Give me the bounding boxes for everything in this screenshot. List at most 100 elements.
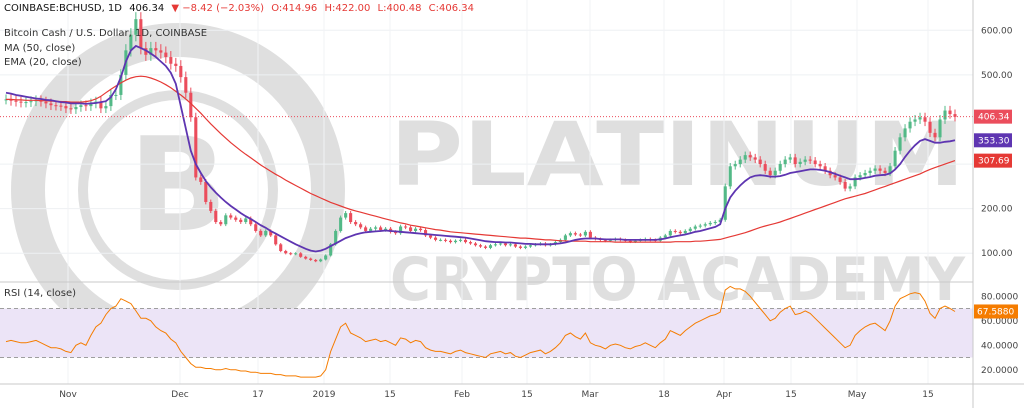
candle-body — [573, 233, 577, 235]
candle-body — [359, 224, 363, 228]
candle-body — [104, 106, 108, 109]
time-tick-label: 15 — [922, 390, 933, 400]
candle-body — [114, 94, 118, 96]
rsi-tick-label: 60.0000 — [981, 317, 1018, 327]
candle-body — [19, 101, 23, 103]
candle-body — [858, 175, 862, 178]
candle-body — [174, 63, 178, 66]
candle-body — [69, 108, 73, 110]
candle-body — [608, 239, 612, 241]
candle-body — [918, 117, 922, 120]
time-tick-label: Feb — [454, 390, 470, 400]
candle-body — [698, 225, 702, 227]
candle-body — [468, 242, 473, 244]
candle-body — [758, 159, 762, 165]
symbol-label: COINBASE:BCHUSD, 1D — [4, 3, 122, 14]
candle-body — [833, 175, 837, 178]
candle-body — [429, 235, 433, 238]
candle-body — [923, 117, 927, 122]
candle-body — [244, 218, 248, 223]
candle-body — [364, 227, 368, 231]
candle-body — [878, 168, 882, 171]
ohlc-open: O:414.96 — [271, 3, 318, 14]
candle-body — [289, 253, 293, 255]
candle-body — [823, 166, 827, 171]
candle-body — [483, 246, 488, 248]
candle-body — [384, 228, 388, 231]
candle-body — [753, 157, 757, 160]
candle-body — [868, 170, 872, 173]
candle-body — [908, 121, 912, 129]
ema20-line — [5, 44, 956, 253]
ema-legend[interactable]: EMA (20, close) — [4, 57, 82, 68]
candle-body — [44, 101, 48, 104]
ohlc-low: L:400.48 — [377, 3, 422, 14]
candle-body — [863, 172, 867, 176]
candle-body — [458, 239, 463, 241]
candle-body — [179, 65, 183, 78]
candle-body — [478, 245, 483, 247]
candle-body — [713, 222, 717, 224]
candle-body — [424, 230, 428, 236]
candle-body — [329, 244, 333, 256]
ma-legend[interactable]: MA (50, close) — [4, 43, 76, 54]
candle-body — [508, 244, 513, 246]
candle-body — [943, 110, 947, 120]
candle-body — [808, 159, 812, 161]
candle-body — [848, 186, 852, 189]
candle-body — [493, 244, 498, 246]
candle-body — [249, 218, 253, 225]
price-axis[interactable]: 600.00500.00300.00200.00100.00406.34353.… — [974, 26, 1018, 376]
candle-body — [234, 217, 238, 220]
rsi-band — [0, 308, 973, 358]
time-axis[interactable]: Nov Dec 17 2019 15 Feb 15 Mar 18 Apr 15 May 15 — [59, 390, 934, 400]
rsi-value-tag-bg — [974, 304, 1018, 319]
rsi-tick-label: 20.0000 — [981, 366, 1018, 376]
rsi-legend[interactable]: RSI (14, close) — [4, 288, 77, 299]
candle-body — [663, 235, 667, 238]
candle-body — [578, 234, 582, 236]
candle-body — [523, 246, 528, 248]
candle-body — [898, 137, 902, 151]
watermark-line1: PLATINUM — [390, 103, 965, 206]
candle-body — [119, 74, 123, 95]
ma-value-tag-bg — [974, 153, 1012, 168]
price-change: ▼ −8.42 (−2.03%) — [171, 3, 265, 14]
time-tick-label: May — [848, 390, 867, 400]
candle-body — [448, 240, 453, 243]
candle-body — [798, 161, 802, 165]
candle-body — [9, 99, 13, 101]
candle-body — [164, 52, 168, 58]
candle-body — [89, 103, 93, 107]
candle-body — [239, 219, 243, 223]
price-tick-label: 100.00 — [981, 249, 1013, 259]
candle-body — [568, 233, 572, 236]
candle-body — [129, 34, 133, 51]
candle-body — [369, 228, 373, 231]
candle-body — [254, 224, 258, 231]
candle-body — [279, 244, 283, 252]
candle-body — [893, 150, 897, 167]
candle-body — [783, 159, 787, 165]
candle-body — [528, 245, 532, 247]
candle-body — [443, 239, 448, 241]
candle-body — [79, 105, 83, 107]
candle-body — [134, 19, 138, 35]
candle-body — [379, 227, 383, 231]
candle-body — [14, 100, 18, 102]
candle-body — [438, 239, 443, 241]
candle-body — [209, 201, 213, 211]
watermark-line2: CRYPTO ACADEMY — [390, 245, 966, 315]
candle-body — [349, 213, 353, 223]
candle-body — [109, 94, 113, 107]
candle-body — [793, 157, 797, 165]
candle-body — [259, 230, 263, 236]
candle-body — [773, 170, 777, 176]
rsi-tick-label: 40.0000 — [981, 341, 1018, 351]
candle-body — [818, 164, 822, 167]
candle-body — [933, 132, 937, 138]
candle-body — [488, 245, 493, 248]
last-price-tag-bg — [974, 109, 1012, 124]
candle-body — [29, 101, 33, 103]
